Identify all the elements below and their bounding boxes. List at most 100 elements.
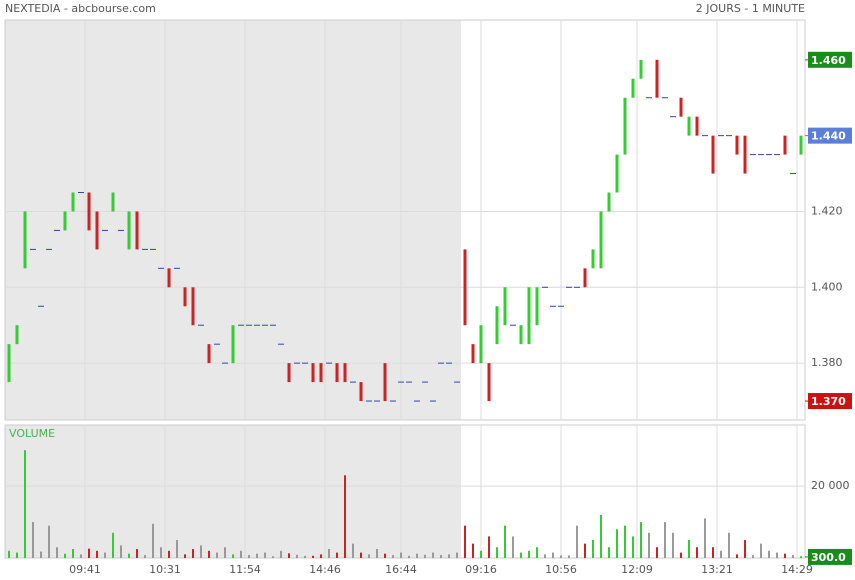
volume-bar xyxy=(48,525,50,558)
volume-bar xyxy=(440,555,442,558)
volume-bar xyxy=(8,550,10,558)
x-tick-label: 11:54 xyxy=(229,563,261,576)
volume-bar xyxy=(216,552,218,558)
header-period: 2 JOURS - 1 MINUTE xyxy=(696,2,805,15)
volume-bar xyxy=(184,554,186,558)
candle xyxy=(607,192,611,212)
y-tick-label: 1.440 xyxy=(811,130,846,143)
x-tick-label: 09:41 xyxy=(69,563,101,576)
volume-bar xyxy=(280,550,282,558)
volume-bar xyxy=(112,532,114,558)
y-tick-label: 1.370 xyxy=(811,395,846,408)
candle xyxy=(599,211,603,269)
volume-bar xyxy=(360,552,362,558)
candle xyxy=(487,363,491,402)
volume-bar xyxy=(776,552,778,558)
candle xyxy=(735,135,739,155)
volume-bar xyxy=(648,532,650,558)
volume-bar xyxy=(296,554,298,558)
volume-bar xyxy=(504,525,506,558)
volume-bar xyxy=(568,555,570,558)
volume-bar xyxy=(344,475,346,558)
candle xyxy=(799,135,803,155)
candle xyxy=(359,382,363,402)
tick-box xyxy=(808,51,852,68)
volume-bar xyxy=(768,550,770,558)
volume-bar xyxy=(688,540,690,558)
candle xyxy=(183,287,187,307)
volume-bar xyxy=(200,545,202,558)
candle xyxy=(207,344,211,364)
volume-bar xyxy=(376,549,378,558)
volume-bar xyxy=(328,549,330,558)
volume-bar xyxy=(88,548,90,558)
y-tick-label: 1.400 xyxy=(811,280,843,293)
volume-bar xyxy=(248,555,250,558)
volume-bar xyxy=(712,547,714,558)
volume-bar xyxy=(368,554,370,558)
candle xyxy=(287,363,291,383)
price-frame xyxy=(4,19,806,421)
y-tick-label: 20 000 xyxy=(811,479,850,492)
volume-bar xyxy=(576,525,578,558)
volume-bar xyxy=(464,525,466,558)
candle xyxy=(383,363,387,402)
volume-bar xyxy=(480,550,482,558)
x-tick-label: 16:44 xyxy=(385,563,417,576)
candle xyxy=(631,78,635,98)
candle xyxy=(463,249,467,326)
volume-bar xyxy=(752,555,754,558)
volume-bar xyxy=(288,553,290,558)
candle xyxy=(743,135,747,174)
volume-bar xyxy=(640,522,642,558)
tick-box xyxy=(808,127,852,144)
candle xyxy=(623,97,627,155)
candle xyxy=(471,344,475,364)
volume-bar xyxy=(552,552,554,558)
tick-box xyxy=(808,548,852,565)
candle xyxy=(679,97,683,117)
x-tick-label: 14:46 xyxy=(309,563,341,576)
volume-bar xyxy=(72,549,74,558)
volume-bar xyxy=(728,532,730,558)
volume-bar xyxy=(352,543,354,558)
volume-bar xyxy=(664,522,666,558)
volume-bar xyxy=(24,450,26,558)
candle xyxy=(527,287,531,345)
volume-bar xyxy=(792,555,794,558)
volume-bar xyxy=(632,536,634,558)
volume-bar xyxy=(592,540,594,558)
volume-bar xyxy=(120,545,122,558)
volume-bar xyxy=(64,553,66,558)
candle xyxy=(231,325,235,364)
volume-bar xyxy=(560,555,562,558)
volume-bar xyxy=(472,543,474,558)
volume-bar xyxy=(56,547,58,558)
x-tick-label: 10:31 xyxy=(149,563,181,576)
candle xyxy=(191,287,195,326)
tick-box xyxy=(808,393,852,410)
volume-bar xyxy=(624,525,626,558)
candle xyxy=(711,135,715,174)
volume-bar xyxy=(784,553,786,558)
volume-bar xyxy=(128,553,130,558)
volume-bar xyxy=(536,547,538,558)
volume-bar xyxy=(544,554,546,558)
volume-bar xyxy=(616,529,618,558)
candle xyxy=(495,306,499,345)
volume-bar xyxy=(800,556,802,558)
volume-bar xyxy=(392,555,394,558)
candle xyxy=(615,154,619,193)
volume-bar xyxy=(240,550,242,558)
volume-bar xyxy=(512,536,514,558)
candle xyxy=(503,287,507,326)
y-tick-label: 300.0 xyxy=(811,551,846,564)
volume-bar xyxy=(104,552,106,558)
volume-bar xyxy=(416,553,418,558)
x-tick-label: 14:29 xyxy=(781,563,813,576)
volume-bar xyxy=(176,540,178,558)
volume-bar xyxy=(40,551,42,558)
volume-bar xyxy=(720,550,722,558)
volume-bar xyxy=(224,547,226,558)
